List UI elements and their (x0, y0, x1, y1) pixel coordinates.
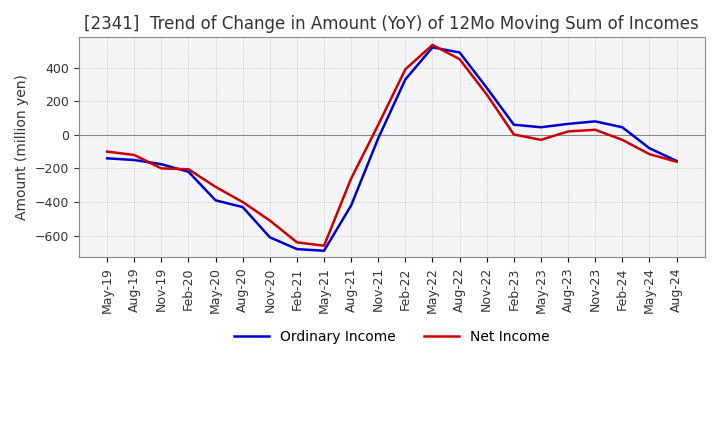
Title: [2341]  Trend of Change in Amount (YoY) of 12Mo Moving Sum of Incomes: [2341] Trend of Change in Amount (YoY) o… (84, 15, 699, 33)
Ordinary Income (591, 119, 600, 124)
Net Income (238, 199, 247, 205)
Ordinary Income (130, 158, 138, 163)
Ordinary Income (455, 50, 464, 55)
Net Income (645, 151, 654, 157)
Net Income (482, 92, 491, 97)
Net Income (374, 122, 382, 127)
Ordinary Income (645, 146, 654, 151)
Ordinary Income (482, 85, 491, 90)
Net Income (672, 159, 681, 164)
Net Income (591, 127, 600, 132)
Ordinary Income (238, 205, 247, 210)
Net Income (455, 57, 464, 62)
Ordinary Income (374, 136, 382, 141)
Ordinary Income (672, 158, 681, 164)
Legend: Ordinary Income, Net Income: Ordinary Income, Net Income (229, 324, 555, 350)
Ordinary Income (564, 121, 572, 127)
Net Income (211, 184, 220, 190)
Y-axis label: Amount (million yen): Amount (million yen) (15, 74, 29, 220)
Ordinary Income (211, 198, 220, 203)
Net Income (618, 137, 626, 143)
Net Income (536, 137, 545, 143)
Net Income (347, 176, 356, 181)
Ordinary Income (428, 45, 437, 50)
Ordinary Income (266, 235, 274, 240)
Net Income (564, 129, 572, 134)
Ordinary Income (618, 125, 626, 130)
Net Income (320, 243, 328, 248)
Ordinary Income (157, 161, 166, 167)
Ordinary Income (536, 125, 545, 130)
Net Income (130, 152, 138, 158)
Net Income (103, 149, 112, 154)
Line: Ordinary Income: Ordinary Income (107, 48, 677, 251)
Ordinary Income (184, 169, 193, 174)
Ordinary Income (320, 248, 328, 253)
Net Income (184, 167, 193, 172)
Net Income (266, 218, 274, 223)
Ordinary Income (510, 122, 518, 127)
Net Income (157, 166, 166, 171)
Net Income (428, 42, 437, 48)
Ordinary Income (347, 203, 356, 208)
Line: Net Income: Net Income (107, 45, 677, 246)
Net Income (292, 240, 301, 245)
Net Income (510, 132, 518, 137)
Ordinary Income (292, 246, 301, 252)
Ordinary Income (401, 77, 410, 82)
Ordinary Income (103, 156, 112, 161)
Net Income (401, 66, 410, 72)
